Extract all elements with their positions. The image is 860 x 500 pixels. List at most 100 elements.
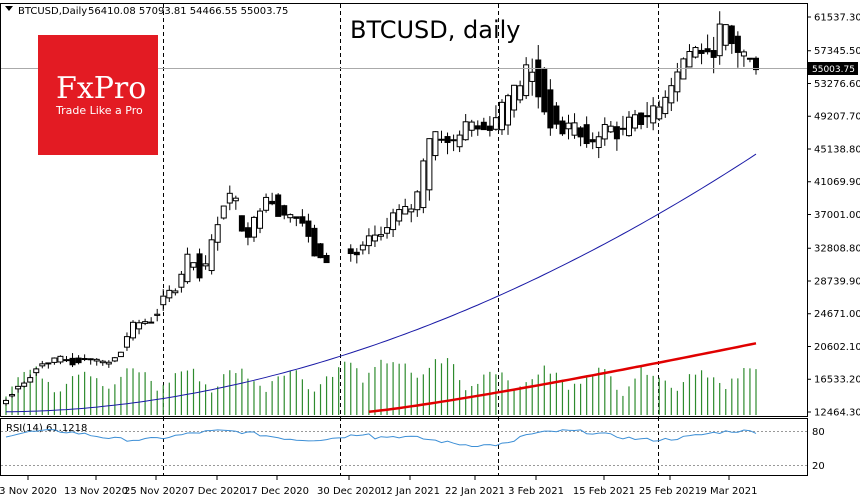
bull-candle <box>51 357 58 363</box>
bull-candle <box>432 131 439 157</box>
bear-candle <box>704 48 711 53</box>
bull-candle <box>601 124 608 140</box>
bull-candle <box>63 359 70 362</box>
y-tick-label: 61537.30 <box>814 13 860 24</box>
y-tick-label: 24671.00 <box>814 309 860 320</box>
y-tick-label: 37001.00 <box>814 210 860 221</box>
bear-candle <box>583 124 590 145</box>
bull-candle <box>93 358 100 362</box>
bull-candle <box>625 116 632 137</box>
dropdown-triangle-icon[interactable] <box>5 6 13 11</box>
bear-candle <box>535 59 542 98</box>
bear-candle <box>347 248 354 255</box>
fxpro-logo: FxPro Trade Like a Pro <box>38 35 158 155</box>
bear-candle <box>753 57 759 71</box>
y-tick-label: 53276.60 <box>814 79 860 90</box>
bull-candle <box>468 121 475 131</box>
bull-candle <box>117 351 124 358</box>
bull-candle <box>27 377 34 383</box>
bull-candle <box>396 209 403 222</box>
bull-candle <box>99 360 106 364</box>
bull-candle <box>632 114 639 129</box>
bear-candle <box>69 357 76 366</box>
bull-candle <box>378 234 384 237</box>
bear-candle <box>480 121 487 131</box>
y-tick-label: 12464.30 <box>814 408 860 419</box>
main-panel-border <box>0 3 808 417</box>
bear-candle <box>589 139 596 143</box>
bear-candle <box>541 67 548 113</box>
bull-candle <box>154 313 161 316</box>
bull-candle <box>740 51 747 57</box>
bull-candle <box>426 138 433 191</box>
bear-candle <box>275 194 282 217</box>
bull-candle <box>517 85 524 101</box>
bull-candle <box>414 191 421 211</box>
bear-candle <box>728 25 735 45</box>
bear-candle <box>486 125 493 131</box>
bull-candle <box>722 24 729 46</box>
bear-candle <box>317 243 324 259</box>
bull-candle <box>359 244 366 251</box>
header-ohlc: 56410.08 57093.81 54466.55 55003.75 <box>88 6 288 17</box>
x-tick-label: 30 Dec 2020 <box>317 486 381 497</box>
bear-candle <box>710 50 717 58</box>
bull-candle <box>492 117 499 130</box>
bull-candle <box>523 64 530 97</box>
bull-candle <box>692 47 699 58</box>
bull-candle <box>456 134 463 148</box>
x-tick-label: 7 Dec 2020 <box>188 486 246 497</box>
bear-candle <box>244 227 251 238</box>
bull-candle <box>505 95 512 126</box>
y-tick-label: 16533.20 <box>814 375 860 386</box>
bull-candle <box>226 192 233 204</box>
bull-candle <box>365 235 372 247</box>
bull-candle <box>511 84 518 111</box>
bull-candle <box>57 355 64 363</box>
bull-candle <box>674 71 681 93</box>
bull-candle <box>371 234 378 242</box>
bull-candle <box>136 322 143 330</box>
bull-candle <box>498 101 505 131</box>
bear-candle <box>474 125 481 130</box>
bull-candle <box>716 23 723 57</box>
bull-candle <box>15 385 22 390</box>
moving-averages <box>6 153 757 413</box>
bear-candle <box>644 115 651 118</box>
bull-candle <box>33 368 40 374</box>
bull-candle <box>130 321 137 339</box>
bull-candle <box>420 160 427 209</box>
bull-candle <box>595 136 602 149</box>
rsi-panel-border <box>0 418 808 476</box>
y-tick-label: 49207.70 <box>814 112 860 123</box>
bull-candle <box>402 205 409 215</box>
y-tick-label: 57345.50 <box>814 46 860 57</box>
bull-candle <box>686 51 693 68</box>
x-tick-label: 25 Nov 2020 <box>124 486 188 497</box>
y-tick-label: 41069.90 <box>814 177 860 188</box>
price-tag <box>808 62 858 75</box>
bear-candle <box>444 136 451 143</box>
bull-candle <box>172 290 179 294</box>
bull-candle <box>39 363 46 367</box>
price-tag-label: 55003.75 <box>812 65 855 75</box>
bear-candle <box>547 89 554 129</box>
bear-candle <box>613 126 620 140</box>
bear-candle <box>75 357 82 364</box>
logo-tagline: Trade Like a Pro <box>55 104 143 117</box>
bull-candle <box>571 122 578 136</box>
bull-candle <box>390 212 397 231</box>
bull-candle <box>384 227 391 234</box>
bull-candle <box>565 122 572 130</box>
bull-candle <box>214 224 221 243</box>
bull-candle <box>438 138 445 141</box>
bull-candle <box>662 96 669 115</box>
y-axis: 61537.30 57345.50 53276.60 49207.70 45138.80… <box>807 13 860 419</box>
rsi-line <box>5 428 757 447</box>
x-tick-label: 13 Nov 2020 <box>64 486 128 497</box>
bear-candle <box>553 105 560 125</box>
bull-candle <box>111 357 118 362</box>
candlesticks <box>3 11 759 406</box>
y-tick-label: 20602.10 <box>814 342 860 353</box>
